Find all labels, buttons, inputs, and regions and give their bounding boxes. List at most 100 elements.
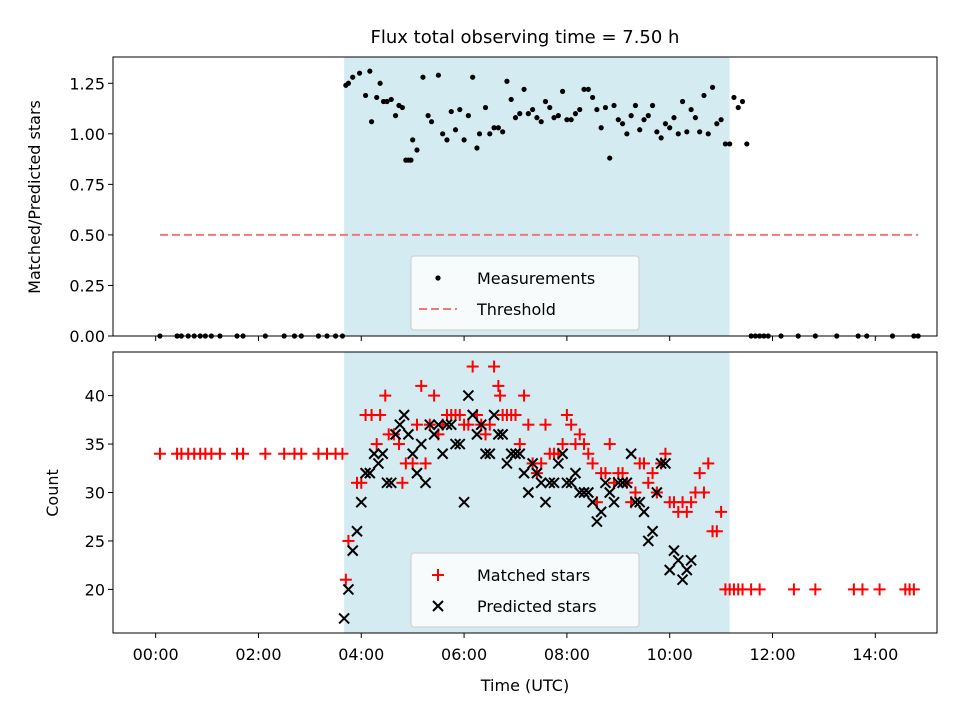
y-tick-label: 1.00	[69, 125, 105, 144]
measurement-point	[709, 84, 716, 90]
measurement-point	[675, 131, 681, 137]
legend-label: Predicted stars	[477, 597, 597, 616]
matched-star-point	[586, 457, 599, 470]
measurement-point	[718, 117, 724, 123]
y-tick-label: 35	[85, 435, 105, 454]
predicted-star-point	[479, 448, 492, 460]
measurement-point	[577, 106, 583, 113]
predicted-star-point	[676, 573, 689, 586]
predicted-star-point	[685, 554, 697, 567]
measurement-point	[598, 125, 604, 131]
measurement-point	[512, 115, 519, 121]
matched-star-point	[680, 505, 693, 518]
predicted-star-point	[569, 467, 582, 479]
predicted-star-point	[578, 486, 590, 499]
matched-star-point	[428, 389, 441, 402]
matched-star-point	[374, 408, 387, 421]
predicted-star-point	[428, 428, 440, 441]
predicted-star-point	[505, 448, 517, 460]
measurement-point	[428, 119, 435, 125]
predicted-star-point	[651, 486, 663, 499]
measurement-point	[731, 94, 737, 101]
matched-star-point	[415, 379, 428, 392]
matched-star-point	[603, 438, 616, 451]
matched-star-point	[693, 467, 706, 480]
measurement-point	[572, 111, 579, 117]
measurement-point	[727, 141, 733, 147]
y-tick-label: 40	[85, 387, 105, 406]
measurement-point	[602, 104, 609, 111]
x-tick-label: 04:00	[338, 645, 384, 664]
predicted-star-point	[638, 506, 650, 518]
predicted-star-point	[454, 438, 466, 450]
legend-label: Matched stars	[477, 566, 590, 585]
measurement-point	[345, 80, 352, 86]
measurement-point	[619, 121, 626, 127]
measurement-point	[474, 145, 480, 151]
measurement-point	[444, 137, 450, 143]
matched-star-point	[556, 438, 569, 451]
matched-star-point	[466, 360, 479, 373]
matched-star-point	[509, 408, 522, 421]
predicted-star-point	[381, 477, 393, 489]
legend-label: Threshold	[476, 300, 556, 319]
measurement-point	[495, 125, 501, 131]
measurement-point	[611, 102, 617, 109]
predicted-star-point	[368, 448, 380, 460]
predicted-star-point	[531, 467, 543, 479]
measurement-point	[564, 117, 570, 123]
matched-star-point	[392, 438, 405, 451]
y-tick-label: 0.25	[69, 276, 105, 295]
matched-star-point	[488, 360, 501, 373]
y-tick-label: 1.25	[69, 74, 105, 93]
predicted-star-point	[646, 525, 659, 537]
predicted-star-point	[342, 583, 355, 596]
x-tick-label: 14:00	[852, 645, 898, 664]
predicted-star-point	[385, 477, 397, 489]
predicted-star-point	[544, 477, 556, 489]
measurement-point	[701, 92, 707, 99]
measurement-point	[705, 131, 711, 137]
predicted-star-point	[475, 418, 487, 431]
measurement-point	[530, 106, 536, 113]
matched-star-point	[685, 496, 698, 509]
matched-star-point	[582, 447, 595, 460]
matched-star-point	[907, 583, 920, 596]
measurement-point	[735, 104, 741, 111]
predicted-star-point	[539, 496, 552, 508]
measurement-point	[487, 131, 493, 137]
predicted-star-point	[492, 428, 505, 441]
measurement-point	[388, 96, 394, 103]
y-tick-label: 20	[85, 580, 105, 599]
measurement-point	[688, 106, 694, 113]
legend-marker	[432, 600, 444, 612]
predicted-star-point	[347, 544, 359, 557]
matched-star-point	[339, 573, 352, 586]
legend-label: Measurements	[477, 269, 595, 288]
top-panel: Flux total observing time = 7.50 h Match…	[25, 27, 938, 346]
measurement-point	[425, 113, 431, 119]
predicted-star-point	[655, 457, 667, 470]
legend-box	[410, 552, 640, 628]
measurement-point	[384, 98, 390, 105]
matched-star-point	[379, 389, 392, 402]
predicted-star-point	[556, 448, 569, 460]
predicted-star-point	[402, 428, 415, 441]
measurement-point	[714, 121, 720, 127]
measurement-point	[408, 157, 414, 163]
matched-star-point	[213, 447, 226, 460]
matched-star-point	[809, 583, 822, 596]
matched-star-point	[494, 389, 507, 402]
predicted-star-point	[548, 477, 560, 489]
x-tick-label: 02:00	[235, 645, 281, 664]
predicted-star-point	[616, 477, 629, 489]
predicted-star-point	[582, 486, 595, 499]
predicted-star-point	[419, 477, 432, 489]
measurement-point	[374, 94, 380, 101]
measurement-point	[420, 74, 426, 80]
predicted-star-point	[445, 418, 457, 431]
matched-star-point	[873, 583, 886, 596]
predicted-star-point	[359, 467, 372, 479]
measurement-point	[667, 125, 673, 131]
matched-star-point	[259, 447, 272, 460]
